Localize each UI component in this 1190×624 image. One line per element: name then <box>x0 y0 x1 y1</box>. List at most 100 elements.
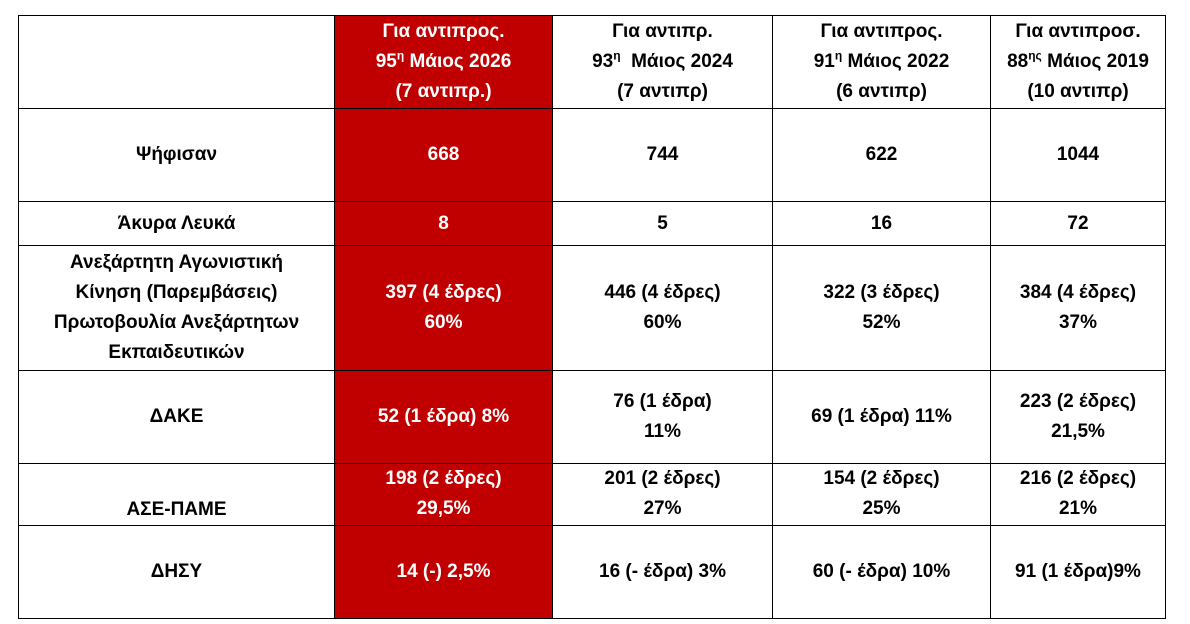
value-line: 622 <box>865 144 898 165</box>
data-row: Ψήφισαν 668 744 622 1044 <box>18 108 1166 202</box>
value-cell: 16 (- έδρα) 3% <box>552 525 773 619</box>
data-row: ΑΣΕ-ΠΑΜΕ 198 (2 έδρες) 29,5% 201 (2 έδρες) 2… <box>18 463 1166 526</box>
value-cell: 744 <box>552 108 773 202</box>
value-cell: 201 (2 έδρες) 27% <box>552 463 773 526</box>
value-cell: 5 <box>552 201 773 246</box>
value-line: 29,5% <box>416 498 471 519</box>
value-line: 154 (2 έδρες) <box>823 468 940 489</box>
value-cell: 60 (- έδρα) 10% <box>772 525 991 619</box>
data-row: Άκυρα Λευκά 8 5 16 72 <box>18 201 1166 246</box>
header-line: (7 αντιπρ) <box>617 81 708 102</box>
results-table: Για αντιπρος. 95η Μάιος 2026 (7 αντιπρ.) Γι… <box>18 15 1166 619</box>
value-line: 60% <box>424 312 463 333</box>
label-line: Κίνηση (Παρεμβάσεις) <box>75 282 278 303</box>
ordinal-suffix: η <box>834 48 843 63</box>
header-line: (7 αντιπρ.) <box>395 81 492 102</box>
value-cell: 198 (2 έδρες) 29,5% <box>334 463 553 526</box>
value-cell: 72 <box>990 201 1166 246</box>
row-label: ΔΗΣΥ <box>18 525 335 619</box>
value-cell: 69 (1 έδρα) 11% <box>772 370 991 464</box>
data-row: ΔΗΣΥ 14 (-) 2,5% 16 (- έδρα) 3% 60 (- έδρα)… <box>18 525 1166 619</box>
value-line: 446 (4 έδρες) <box>604 282 721 303</box>
row-label: ΔΑΚΕ <box>18 370 335 464</box>
header-line: 88ης Μάιος 2019 <box>995 47 1161 77</box>
header-cell: Για αντιπρ. 93η Μάιος 2024 (7 αντιπρ) <box>552 15 773 109</box>
label-line: Ανεξάρτητη Αγωνιστική <box>70 252 283 273</box>
value-line: 37% <box>1058 312 1098 333</box>
row-label: Ψήφισαν <box>18 108 335 202</box>
value-line: 397 (4 έδρες) <box>385 282 502 303</box>
value-line: 744 <box>646 144 679 165</box>
value-line: 5 <box>657 212 668 234</box>
value-line: 16 <box>870 212 893 234</box>
value-cell: 446 (4 έδρες) 60% <box>552 245 773 371</box>
value-cell: 52 (1 έδρα) 8% <box>334 370 553 464</box>
value-cell: 223 (2 έδρες) 21,5% <box>990 370 1166 464</box>
value-line: 52 (1 έδρα) 8% <box>377 406 510 427</box>
ordinal: 95 <box>375 51 397 72</box>
value-cell: 76 (1 έδρα) 11% <box>552 370 773 464</box>
header-line: (10 αντιπρ) <box>1027 81 1129 102</box>
value-cell: 384 (4 έδρες) 37% <box>990 245 1166 371</box>
header-line: 95η Μάιος 2026 <box>339 47 548 77</box>
ordinal-suffix: η <box>613 48 621 63</box>
row-label: Άκυρα Λευκά <box>18 201 335 246</box>
data-row: ΔΑΚΕ 52 (1 έδρα) 8% 76 (1 έδρα) 11% 69 (1 έδ… <box>18 370 1166 464</box>
value-line: 8 <box>438 212 449 234</box>
label-line: Εκπαιδευτικών <box>108 342 245 363</box>
ordinal: 91 <box>813 51 835 72</box>
value-cell: 622 <box>772 108 991 202</box>
value-line: 668 <box>427 144 460 165</box>
value-cell: 1044 <box>990 108 1166 202</box>
label-line: ΔΑΚΕ <box>149 406 204 427</box>
value-cell: 16 <box>772 201 991 246</box>
header-line: Για αντιπρ. <box>612 21 713 42</box>
value-cell: 397 (4 έδρες) 60% <box>334 245 553 371</box>
label-line: Ψήφισαν <box>135 144 218 165</box>
row-label: Ανεξάρτητη Αγωνιστική Κίνηση (Παρεμβάσεις… <box>18 245 335 371</box>
value-line: 1044 <box>1056 144 1100 165</box>
header-date: Μάιος 2022 <box>847 51 950 72</box>
header-line: Για αντιπρος. <box>382 21 505 42</box>
ordinal-suffix: η <box>396 48 405 63</box>
value-line: 21% <box>1058 498 1098 519</box>
value-line: 25% <box>862 498 901 519</box>
value-cell: 91 (1 έδρα)9% <box>990 525 1166 619</box>
header-cell: Για αντιπρος. 91η Μάιος 2022 (6 αντιπρ) <box>772 15 991 109</box>
header-line: 91η Μάιος 2022 <box>777 47 986 77</box>
value-line: 27% <box>643 498 682 519</box>
value-cell: 8 <box>334 201 553 246</box>
ordinal: 93 <box>592 51 614 72</box>
header-cell: Για αντιπρος. 95η Μάιος 2026 (7 αντιπρ.) <box>334 15 553 109</box>
header-date: Μάιος 2024 <box>625 51 733 72</box>
value-line: 69 (1 έδρα) 11% <box>811 406 952 427</box>
header-date: Μάιος 2019 <box>1047 51 1149 72</box>
header-line: (6 αντιπρ) <box>836 81 927 102</box>
value-line: 201 (2 έδρες) <box>604 468 721 489</box>
value-line: 14 (-) 2,5% <box>396 561 491 582</box>
value-line: 216 (2 έδρες) <box>1019 468 1137 489</box>
label-line: ΑΣΕ-ΠΑΜΕ <box>126 499 227 520</box>
value-line: 72 <box>1067 212 1089 234</box>
header-row: Για αντιπρος. 95η Μάιος 2026 (7 αντιπρ.) Γι… <box>18 15 1166 109</box>
data-row: Ανεξάρτητη Αγωνιστική Κίνηση (Παρεμβάσεις… <box>18 245 1166 371</box>
ordinal-suffix: ης <box>1028 48 1042 63</box>
value-line: 76 (1 έδρα) <box>613 391 712 412</box>
value-line: 60 (- έδρα) 10% <box>812 561 951 582</box>
value-cell: 322 (3 έδρες) 52% <box>772 245 991 371</box>
header-line: Για αντιπρος. <box>820 21 943 42</box>
ordinal: 88 <box>1007 51 1029 72</box>
value-line: 16 (- έδρα) 3% <box>599 561 726 582</box>
value-line: 11% <box>644 421 681 442</box>
row-label: ΑΣΕ-ΠΑΜΕ <box>18 463 335 526</box>
value-cell: 154 (2 έδρες) 25% <box>772 463 991 526</box>
value-line: 322 (3 έδρες) <box>823 282 940 303</box>
header-line: 93η Μάιος 2024 <box>557 47 768 77</box>
label-line: Πρωτοβουλία Ανεξάρτητων <box>53 312 300 333</box>
header-date: Μάιος 2026 <box>409 51 512 72</box>
value-cell: 668 <box>334 108 553 202</box>
value-line: 60% <box>643 312 682 333</box>
value-line: 52% <box>862 312 901 333</box>
value-line: 384 (4 έδρες) <box>1019 282 1137 303</box>
